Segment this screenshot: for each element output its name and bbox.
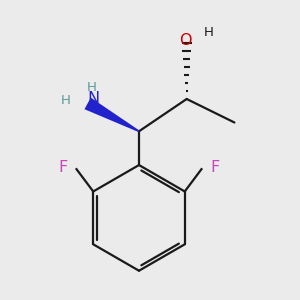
Text: O: O	[179, 33, 191, 48]
Text: H: H	[86, 81, 96, 94]
Text: H: H	[61, 94, 70, 107]
Text: N: N	[87, 92, 100, 106]
Text: F: F	[59, 160, 68, 175]
Text: F: F	[210, 160, 219, 175]
Polygon shape	[85, 98, 140, 132]
Text: H: H	[204, 26, 214, 39]
